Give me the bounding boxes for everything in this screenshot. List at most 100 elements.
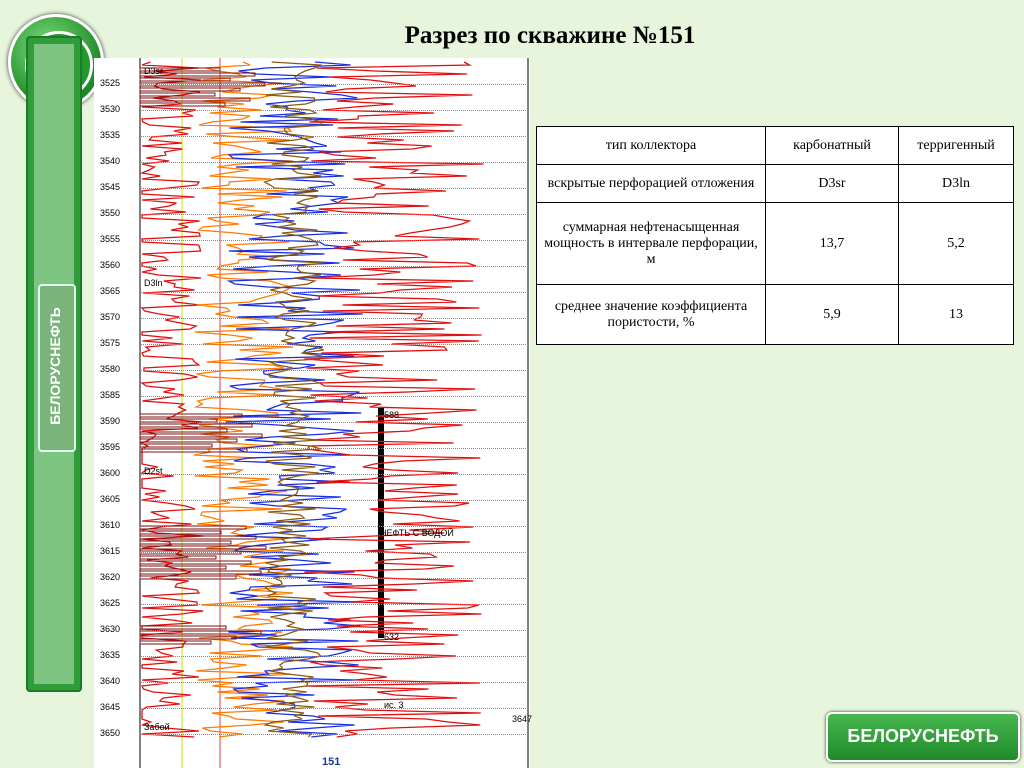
label-d3ln: D3ln [144,278,163,288]
lithology-box [139,565,227,570]
depth-tick: 3645 [100,702,121,712]
well-log-curves [139,58,529,768]
depth-tick: 3525 [100,78,121,88]
reservoir-table: тип коллектора карбонатный терригенный в… [536,126,1014,345]
depth-tick: 3575 [100,338,121,348]
lithology-box [139,443,213,448]
lithology-box [139,540,232,545]
label-neft: НЕФТЬ С ВОДОЙ [380,528,454,538]
depth-tick: 3580 [100,364,121,374]
brand-button-label: БЕЛОРУСНЕФТЬ [847,726,999,746]
grid-line [140,84,528,85]
label-end: 3647 [512,714,533,724]
page-title: Разрез по скважине №151 [404,22,696,49]
table-header-row: тип коллектора карбонатный терригенный [536,126,1014,165]
well-number: 151 [322,756,341,768]
depth-tick: 3595 [100,442,121,452]
curve-brown [262,61,324,738]
depth-tick: 3590 [100,416,121,426]
table-cell: 5,2 [898,202,1014,285]
grid-line [140,708,528,709]
label-bottom-interval: 632 [384,632,400,642]
header-cell: карбонатный [765,126,899,165]
lithology-box [139,77,231,82]
lithology-box [139,448,248,453]
grid-line [140,370,528,371]
table-cell: 5,9 [765,284,899,345]
lithology-box [139,72,256,77]
lithology-box [139,535,257,540]
depth-tick: 3530 [100,104,121,114]
grid-line [140,604,528,605]
table-cell: среднее значение коэффициента пористости… [536,284,766,345]
lithology-box [139,630,262,635]
lithology-box [139,87,241,92]
depth-tick: 3545 [100,182,121,192]
lithology-box [139,625,227,630]
grid-line [140,656,528,657]
depth-tick: 3625 [100,598,121,608]
curve-orange [193,61,294,738]
lithology-box [139,423,253,428]
grid-line [140,162,528,163]
grid-line [140,110,528,111]
lithology-box [139,640,212,645]
lithology-box [139,428,228,433]
label-top-interval: 588 [384,410,400,420]
lithology-box [139,545,267,550]
curve-red-1 [139,61,205,738]
grid-line [140,266,528,267]
table-cell: 13,7 [765,202,899,285]
grid-line [140,214,528,215]
sidebar-brand-text: БЕЛОРУСНЕФТЬ [47,307,63,425]
curve-red-2 [304,61,484,738]
depth-tick: 3610 [100,520,121,530]
depth-tick: 3555 [100,234,121,244]
depth-tick: 3600 [100,468,121,478]
table-cell: суммарная нефтенасыщенная мощность в инт… [536,202,766,285]
belorusneft-logo-button[interactable]: БЕЛОРУСНЕФТЬ [826,712,1020,762]
lithology-box [139,67,221,72]
lithology-box [139,413,243,418]
depth-tick: 3550 [100,208,121,218]
label-zaboy: Забой [144,722,170,732]
depth-tick: 3535 [100,130,121,140]
grid-line [140,630,528,631]
grid-line [140,448,528,449]
depth-tick: 3635 [100,650,121,660]
table-cell: 13 [898,284,1014,345]
grid-line [140,526,528,527]
grid-line [140,578,528,579]
grid-line [140,500,528,501]
lithology-box [139,575,237,580]
grid-line [140,136,528,137]
depth-tick: 3565 [100,286,121,296]
label-is: ис. 3 [384,700,404,710]
header-cell: терригенный [898,126,1014,165]
grid-line [140,474,528,475]
depth-tick: 3615 [100,546,121,556]
depth-tick: 3650 [100,728,121,738]
label-d2st: D2st [144,466,163,476]
table-cell: D3ln [898,164,1014,203]
table-cell: вскрытые перфорацией отложения [536,164,766,203]
header-cell: тип коллектора [536,126,766,165]
lithology-box [139,92,216,97]
depth-tick: 3630 [100,624,121,634]
lithology-box [139,560,252,565]
depth-tick: 3585 [100,390,121,400]
lithology-box [139,635,237,640]
grid-line [140,318,528,319]
table-row: среднее значение коэффициента пористости… [536,284,1014,345]
well-log-chart: D3sr D3ln D2st Забой 588 НЕФТЬ С ВОДОЙ 6… [94,58,533,768]
depth-tick: 3540 [100,156,121,166]
grid-line [140,188,528,189]
lithology-box [139,102,226,107]
grid-line [140,240,528,241]
grid-line [140,422,528,423]
label-d3sr: D3sr [144,66,164,76]
grid-line [140,552,528,553]
lithology-box [139,570,262,575]
grid-line [140,344,528,345]
depth-tick: 3620 [100,572,121,582]
